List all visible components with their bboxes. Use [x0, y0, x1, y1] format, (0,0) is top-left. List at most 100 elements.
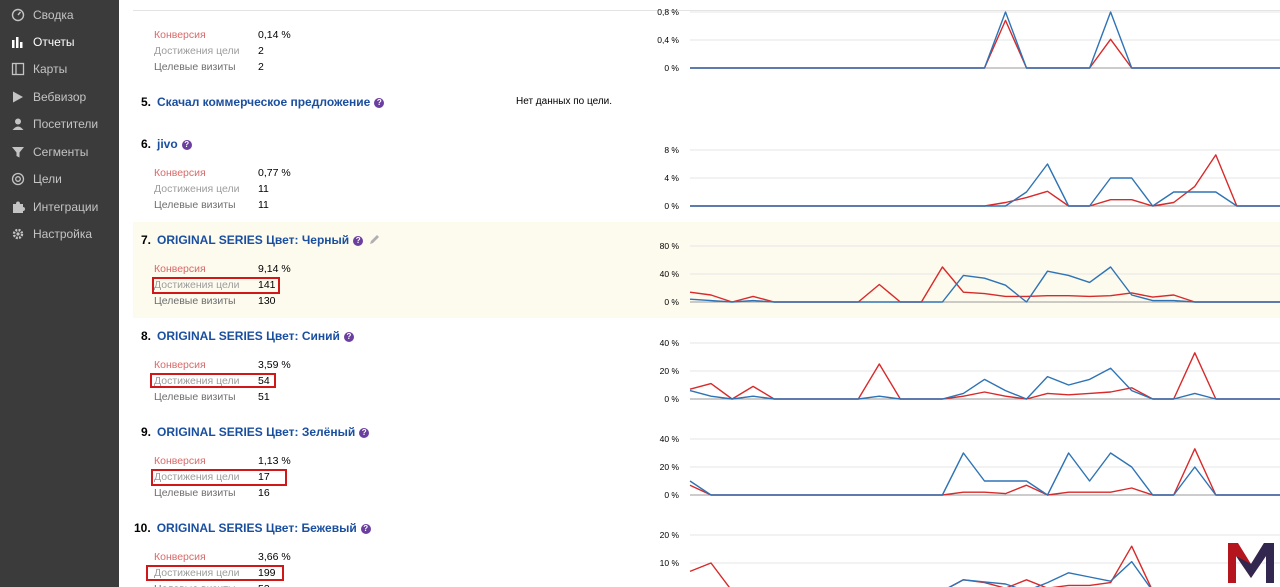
achievements-value: 2 — [258, 45, 264, 57]
target-icon — [11, 172, 25, 186]
gear-icon — [12, 228, 24, 240]
sidebar: Сводка Отчеты Карты Вебвизор Посетители … — [0, 0, 119, 587]
sidebar-item-integrations[interactable]: Интеграции — [0, 194, 119, 221]
goal-number: 9. — [141, 425, 152, 439]
sidebar-item-segments[interactable]: Сегменты — [0, 139, 119, 166]
left-axis-tick: 0,8 % — [657, 7, 679, 17]
achievements-value: 17 — [258, 471, 270, 483]
goal-number: 8. — [141, 329, 152, 343]
visits-label: Целевые визиты — [154, 61, 236, 73]
goal-name: ORIGINAL SERIES Цвет: Черный — [157, 233, 350, 247]
goal-name: ORIGINAL SERIES Цвет: Зелёный — [157, 425, 356, 439]
visits-value: 51 — [258, 391, 270, 403]
conversion-label: Конверсия — [154, 455, 206, 467]
visits-value: 2 — [258, 61, 264, 73]
help-icon[interactable]: ? — [360, 524, 371, 534]
goal-title[interactable]: 8. ORIGINAL SERIES Цвет: Синий? — [141, 329, 354, 343]
left-axis-tick: 8 % — [664, 145, 679, 155]
highlight-box — [152, 277, 280, 294]
help-icon[interactable]: ? — [181, 140, 192, 150]
left-axis-tick: 10 % — [660, 558, 680, 568]
goals-report: Конверсия 0,14 % Достижения цели 2 Целев… — [119, 0, 1280, 587]
goal-number: 7. — [141, 233, 152, 247]
goal-title[interactable]: 9. ORIGINAL SERIES Цвет: Зелёный? — [141, 425, 370, 439]
help-icon[interactable]: ? — [359, 428, 370, 438]
edit-icon[interactable] — [369, 234, 380, 245]
sidebar-item-settings[interactable]: Настройка — [0, 221, 119, 248]
goal-title[interactable]: 5. Скачал коммерческое предложение? — [141, 95, 385, 109]
conversion-label: Конверсия — [154, 29, 206, 41]
goal-title[interactable]: 10. ORIGINAL SERIES Цвет: Бежевый? — [134, 521, 371, 535]
conversion-value: 9,14 % — [258, 263, 291, 275]
goal-chart: 0 %00,4 %0,50,8 %1 — [657, 7, 1280, 73]
visits-value: 53 — [258, 583, 270, 587]
sidebar-item-maps[interactable]: Карты — [0, 56, 119, 83]
visits-label: Целевые визиты — [154, 391, 236, 403]
sidebar-item-summary[interactable]: Сводка — [0, 2, 119, 29]
achievements-label: Достижения цели — [154, 279, 240, 291]
conversion-value: 1,13 % — [258, 455, 291, 467]
conversion-value: 3,59 % — [258, 359, 291, 371]
sidebar-item-label: Интеграции — [33, 200, 99, 214]
left-axis-tick: 20 % — [660, 462, 680, 472]
goal-title[interactable]: 6. jivo? — [141, 137, 192, 151]
visits-value: 130 — [258, 295, 276, 307]
left-axis-tick: 20 % — [660, 366, 680, 376]
map-icon — [11, 62, 25, 76]
goal-chart: 0 %04 %28 %4 — [664, 145, 1280, 211]
highlight-box — [146, 565, 284, 581]
brand-logo — [1228, 543, 1274, 583]
achievements-label: Достижения цели — [154, 375, 240, 387]
goal-number: 6. — [141, 137, 152, 151]
goal-chart: 0 %020 %1040 %20 — [660, 338, 1280, 404]
conversion-label: Конверсия — [154, 359, 206, 371]
left-axis-tick: 0 % — [664, 201, 679, 211]
goal-chart: 0 %020 %240 %4 — [660, 434, 1280, 500]
left-axis-tick: 0,4 % — [657, 35, 679, 45]
visits-series-line — [690, 11, 1280, 69]
left-axis-tick: 0 % — [664, 490, 679, 500]
conversion-label: Конверсия — [154, 551, 206, 563]
goal-chart: 0 %10 %20 %80 — [660, 530, 1280, 587]
left-axis-tick: 20 % — [660, 530, 680, 540]
conversion-label: Конверсия — [154, 263, 206, 275]
sidebar-item-label: Карты — [33, 62, 68, 76]
conversion-series-line — [690, 154, 1280, 207]
sidebar-item-label: Сводка — [33, 8, 74, 22]
visits-value: 16 — [258, 487, 270, 499]
help-icon[interactable]: ? — [353, 236, 364, 246]
achievements-value: 141 — [258, 279, 276, 291]
achievements-label: Достижения цели — [154, 45, 240, 57]
achievements-value: 54 — [258, 375, 270, 387]
left-axis-tick: 80 % — [660, 241, 680, 251]
conversion-value: 3,66 % — [258, 551, 291, 563]
sidebar-item-label: Сегменты — [33, 145, 89, 159]
achievements-label: Достижения цели — [154, 567, 240, 579]
left-axis-tick: 0 % — [664, 297, 679, 307]
conversion-series-line — [689, 266, 1280, 303]
sidebar-item-webvisor[interactable]: Вебвизор — [0, 84, 119, 111]
visits-series-line — [689, 266, 1280, 303]
visits-label: Целевые визиты — [154, 295, 236, 307]
sidebar-item-visitors[interactable]: Посетители — [0, 111, 119, 138]
left-axis-tick: 40 % — [660, 269, 680, 279]
divider — [133, 10, 1280, 11]
puzzle-icon — [13, 201, 25, 213]
dashboard-icon — [11, 8, 25, 22]
conversion-series-line — [689, 545, 1152, 587]
left-axis-tick: 0 % — [664, 394, 679, 404]
goal-name: ORIGINAL SERIES Цвет: Бежевый — [156, 521, 357, 535]
left-axis-tick: 40 % — [660, 434, 680, 444]
left-axis-tick: 4 % — [664, 173, 679, 183]
visits-series-line — [689, 452, 1280, 496]
goal-title[interactable]: 7. ORIGINAL SERIES Цвет: Черный? — [141, 233, 380, 247]
sidebar-item-label: Вебвизор — [33, 90, 87, 104]
sidebar-item-reports[interactable]: Отчеты — [0, 29, 119, 56]
help-icon[interactable]: ? — [343, 332, 354, 342]
conversion-value: 0,14 % — [258, 29, 291, 41]
sidebar-item-goals[interactable]: Цели — [0, 166, 119, 193]
help-icon[interactable]: ? — [374, 98, 385, 108]
conversion-value: 0,77 % — [258, 167, 291, 179]
achievements-value: 11 — [258, 183, 269, 195]
sidebar-item-label: Отчеты — [33, 35, 75, 49]
